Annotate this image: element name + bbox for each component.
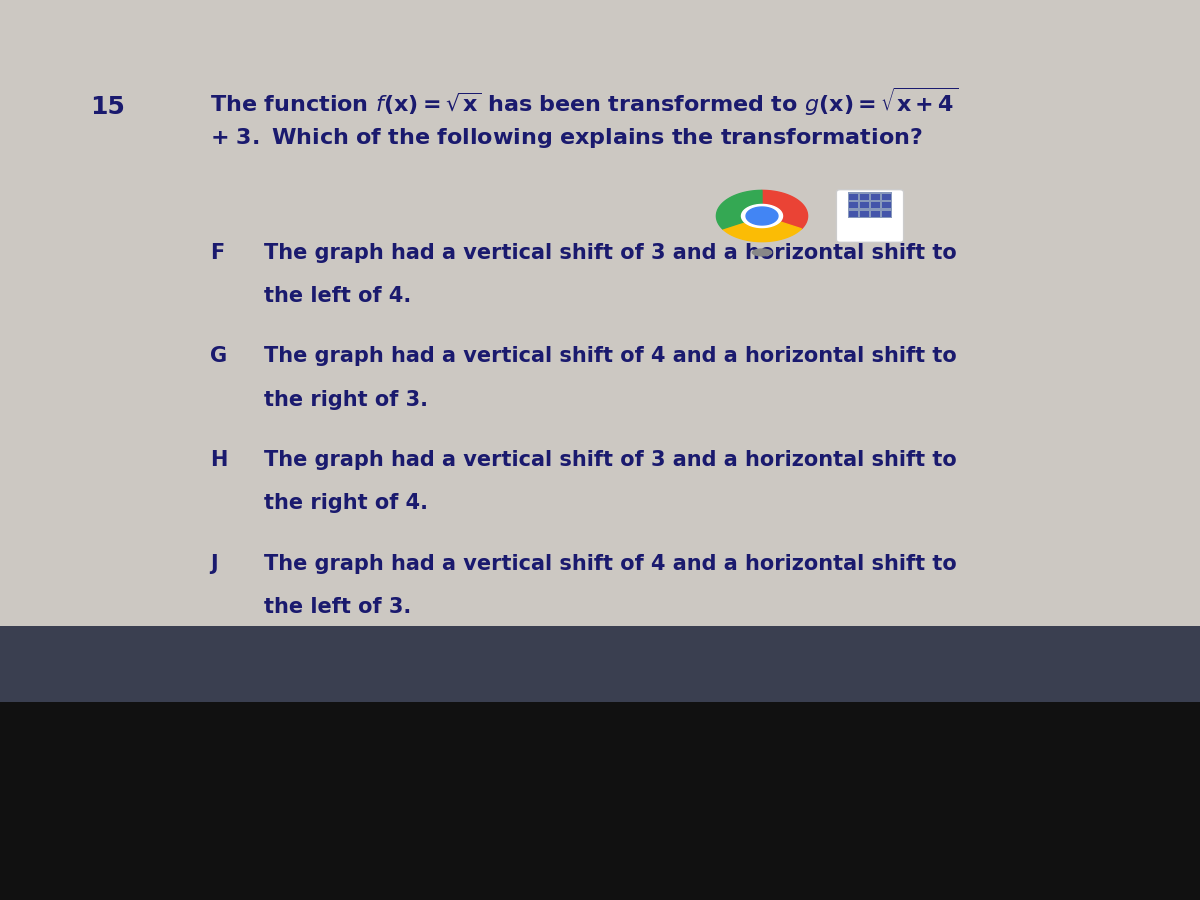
Text: 15: 15 (90, 94, 125, 119)
FancyBboxPatch shape (871, 202, 880, 209)
Text: the right of 3.: the right of 3. (264, 390, 428, 410)
FancyBboxPatch shape (882, 211, 890, 217)
FancyBboxPatch shape (0, 0, 1200, 626)
Text: $\mathbf{+\ 3.\ Which\ of\ the\ following\ explains\ the\ transformation?}$: $\mathbf{+\ 3.\ Which\ of\ the\ followin… (210, 126, 923, 150)
FancyBboxPatch shape (871, 194, 880, 200)
Text: The graph had a vertical shift of 3 and a horizontal shift to: The graph had a vertical shift of 3 and … (264, 243, 956, 263)
Text: the left of 4.: the left of 4. (264, 286, 412, 306)
Text: F: F (210, 243, 224, 263)
Text: the right of 4.: the right of 4. (264, 493, 428, 513)
FancyBboxPatch shape (850, 194, 858, 200)
FancyBboxPatch shape (882, 202, 890, 209)
FancyBboxPatch shape (850, 211, 858, 217)
FancyBboxPatch shape (848, 193, 892, 219)
FancyBboxPatch shape (860, 211, 869, 217)
Text: The graph had a vertical shift of 4 and a horizontal shift to: The graph had a vertical shift of 4 and … (264, 554, 956, 573)
FancyBboxPatch shape (0, 626, 1200, 702)
Polygon shape (746, 207, 778, 225)
Text: the left of 3.: the left of 3. (264, 597, 412, 617)
FancyBboxPatch shape (882, 194, 890, 200)
Text: G: G (210, 346, 227, 366)
Text: H: H (210, 450, 227, 470)
Text: J: J (210, 554, 217, 573)
Polygon shape (762, 191, 808, 229)
FancyBboxPatch shape (836, 190, 904, 242)
Polygon shape (716, 191, 762, 229)
FancyBboxPatch shape (860, 194, 869, 200)
Text: The graph had a vertical shift of 4 and a horizontal shift to: The graph had a vertical shift of 4 and … (264, 346, 956, 366)
FancyBboxPatch shape (850, 202, 858, 209)
Text: The graph had a vertical shift of 3 and a horizontal shift to: The graph had a vertical shift of 3 and … (264, 450, 956, 470)
Polygon shape (752, 249, 772, 256)
Polygon shape (742, 204, 782, 228)
Polygon shape (722, 216, 802, 241)
FancyBboxPatch shape (860, 202, 869, 209)
FancyBboxPatch shape (871, 211, 880, 217)
Text: The function $\mathbf{\mathit{f}(x) = \sqrt{x}}$ $\mathbf{has\ been\ transformed: The function $\mathbf{\mathit{f}(x) = \s… (210, 86, 958, 118)
